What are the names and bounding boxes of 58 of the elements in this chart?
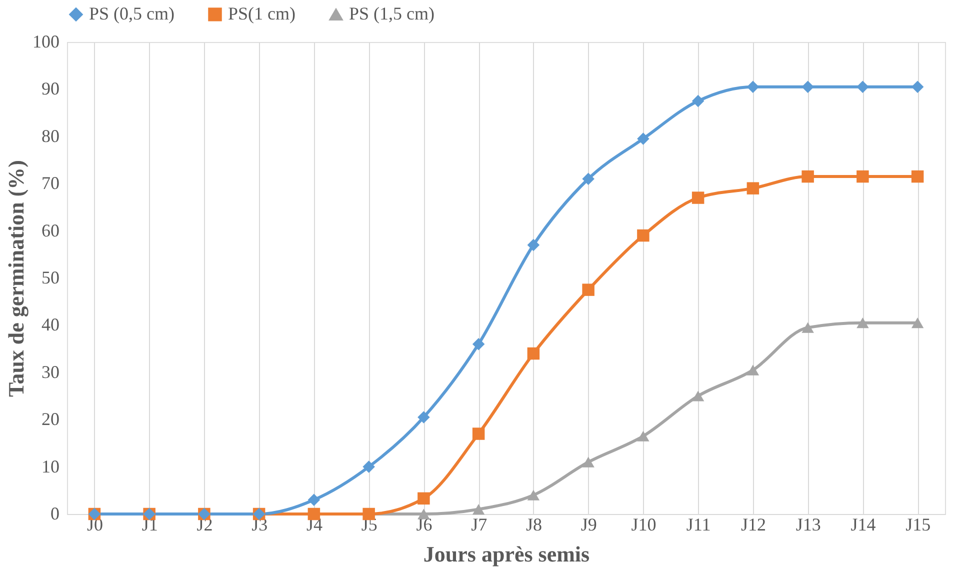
point (418, 411, 430, 424)
point (746, 182, 760, 194)
point (856, 80, 869, 93)
point (856, 318, 869, 328)
point (802, 322, 814, 333)
x-tick-label: J9 (580, 514, 597, 534)
point (472, 504, 485, 515)
point (472, 338, 485, 350)
point (637, 132, 650, 145)
y-tick-label: 30 (42, 362, 60, 382)
point (582, 456, 594, 468)
point (911, 170, 924, 183)
y-tick-label: 50 (42, 268, 60, 288)
legend-label: PS (0,5 cm) (89, 3, 175, 24)
x-tick-label: J8 (526, 514, 542, 534)
legend-label: PS(1 cm) (228, 3, 296, 24)
y-tick-label: 20 (42, 409, 60, 430)
x-tick-label: J7 (471, 514, 488, 534)
x-tick-label: J15 (906, 514, 931, 534)
point (802, 170, 814, 183)
point (362, 460, 375, 473)
point (418, 508, 430, 520)
point (308, 494, 320, 506)
point (527, 238, 540, 252)
point (911, 318, 924, 328)
y-tick-label: 10 (42, 456, 60, 476)
point (472, 428, 485, 440)
x-tick-label: J11 (686, 514, 711, 534)
point (746, 364, 760, 376)
x-tick-label: J14 (850, 514, 876, 534)
point (418, 492, 430, 505)
point (692, 94, 704, 108)
point (692, 192, 704, 204)
point (637, 229, 650, 242)
y-tick-label: 70 (42, 173, 60, 194)
point (802, 80, 814, 93)
y-tick-label: 40 (42, 314, 60, 335)
y-tick-label: 60 (42, 220, 60, 240)
y-tick-label: 0 (50, 504, 60, 524)
y-tick-label: 80 (42, 126, 60, 146)
x-tick-label: J10 (631, 514, 656, 534)
legend-label: PS (1,5 cm) (349, 4, 435, 24)
point (692, 390, 704, 402)
point (856, 170, 869, 183)
point (746, 80, 760, 93)
point (582, 284, 594, 296)
point (911, 80, 924, 93)
y-axis-title: Taux de germination (%) (4, 160, 28, 397)
point (582, 172, 594, 186)
point (637, 430, 650, 442)
point (527, 347, 540, 360)
point (527, 490, 540, 500)
y-tick-label: 90 (42, 78, 60, 99)
y-tick-label: 100 (32, 32, 60, 52)
x-tick-label: J13 (796, 514, 821, 534)
x-axis-title: Jours après semis (423, 542, 590, 566)
x-tick-label: J6 (416, 514, 432, 534)
x-tick-label: J12 (740, 514, 766, 534)
